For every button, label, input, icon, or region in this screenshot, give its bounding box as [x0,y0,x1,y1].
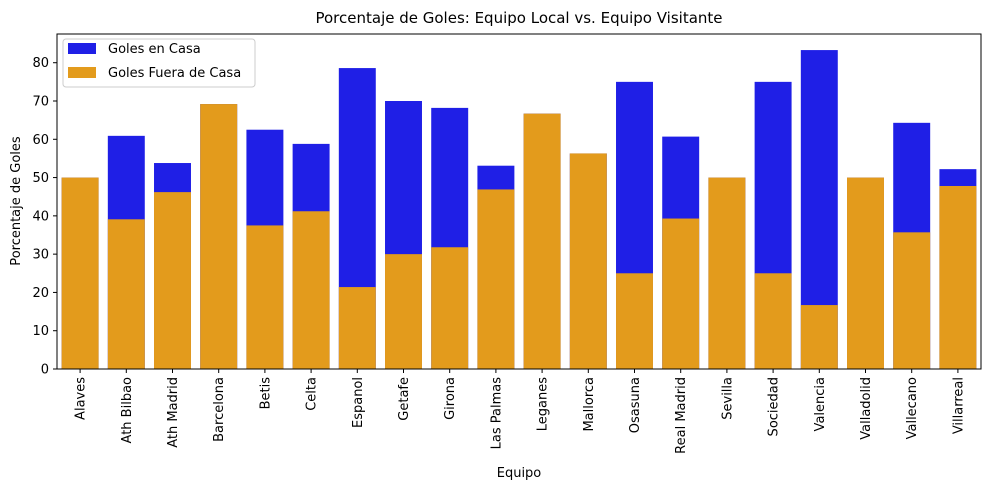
y-tick-label-7: 70 [32,95,49,110]
x-tick-label-18: Vallecano [905,377,920,439]
bar-away-15 [754,273,792,369]
x-tick-label-8: Girona [443,377,458,420]
bar-away-2 [154,192,191,369]
bar-away-18 [893,232,931,369]
x-tick-label-3: Barcelona [212,377,227,442]
bar-away-10 [523,113,561,370]
y-axis-label: Porcentaje de Goles [9,136,24,266]
bar-away-8 [431,247,469,369]
y-tick-label-5: 50 [32,171,49,186]
bar-away-9 [477,189,515,369]
bar-away-19 [939,185,977,369]
chart-title: Porcentaje de Goles: Equipo Local vs. Eq… [315,9,722,27]
x-tick-label-17: Valladolid [859,377,874,440]
legend-label-home: Goles en Casa [108,42,201,57]
x-tick-label-7: Getafe [397,377,412,421]
legend-label-away: Goles Fuera de Casa [108,66,241,81]
away-bars [61,104,977,370]
y-tick-label-1: 10 [32,324,49,339]
legend-swatch-away [68,67,96,78]
x-tick-label-16: Valencia [813,377,828,431]
bar-away-3 [200,104,238,369]
legend-box [62,38,256,88]
bar-away-13 [662,218,700,369]
bar-away-0 [61,177,99,369]
y-tick-label-6: 60 [32,133,49,148]
bar-away-12 [616,273,653,369]
x-tick-label-10: Leganes [536,377,551,431]
x-tick-label-6: Espanol [351,377,366,428]
bar-away-17 [847,177,884,369]
y-axis: 0 10 20 30 40 50 60 70 80 [32,56,57,378]
bar-away-5 [292,211,330,369]
x-tick-label-15: Sociedad [767,377,782,436]
bar-away-14 [708,177,746,369]
x-tick-label-19: Villarreal [951,377,966,434]
y-tick-label-3: 30 [32,248,49,263]
bar-away-16 [800,305,838,369]
bar-away-4 [246,225,284,369]
x-tick-label-5: Celta [305,377,320,411]
x-tick-label-9: Las Palmas [489,377,504,450]
x-tick-label-12: Osasuna [628,377,643,433]
x-tick-label-14: Sevilla [720,377,735,420]
legend: Goles en Casa Goles Fuera de Casa [62,38,256,88]
x-tick-label-1: Ath Bilbao [120,377,135,443]
x-axis: Alaves Ath Bilbao Ath Madrid Barcelona Betis… [74,369,966,454]
bar-away-11 [569,153,607,369]
x-tick-label-4: Betis [258,377,273,410]
plot-frame [56,33,982,370]
y-tick-label-8: 80 [32,56,49,71]
x-tick-label-0: Alaves [74,377,89,420]
bar-away-1 [107,219,145,369]
y-tick-label-2: 20 [32,286,49,301]
bar-away-6 [338,287,376,369]
y-tick-label-4: 40 [32,209,49,224]
x-axis-label: Equipo [497,466,542,481]
x-tick-label-2: Ath Madrid [166,377,181,448]
legend-swatch-home [68,43,96,54]
bar-away-7 [385,254,422,369]
x-tick-label-11: Mallorca [582,377,597,432]
y-tick-label-0: 0 [41,363,49,378]
x-tick-label-13: Real Madrid [674,377,689,454]
